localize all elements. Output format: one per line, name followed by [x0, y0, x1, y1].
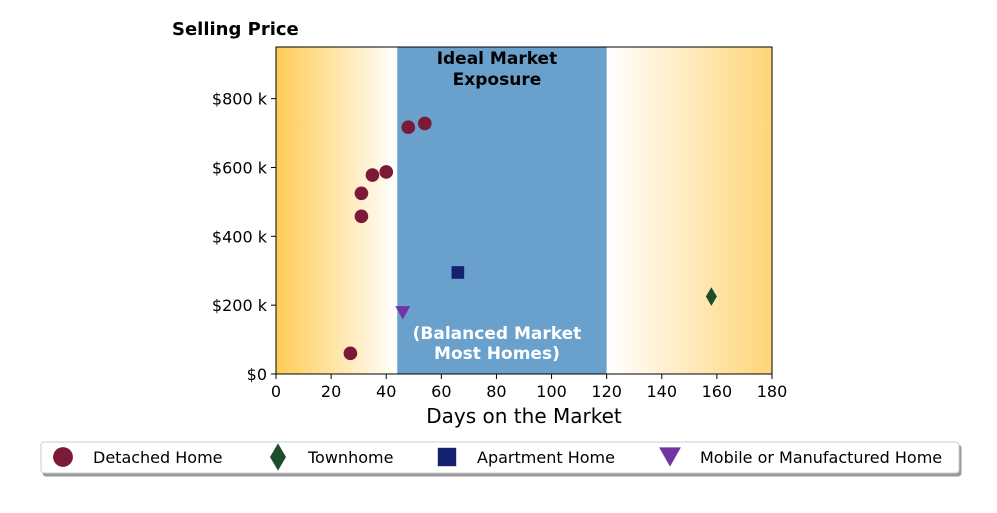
legend-marker-mobile-or-manufactured-home [659, 447, 681, 467]
y-tick-label: $0 [247, 365, 267, 384]
data-points [343, 116, 717, 361]
legend-item-detached-home: Detached Home [53, 447, 223, 467]
x-tick-label: 180 [757, 382, 788, 401]
x-tick-label: 40 [376, 382, 396, 401]
band-label-top-line1: Ideal Market [437, 49, 558, 69]
legend: Detached Home Townhome Apartment Home Mobil… [40, 441, 960, 474]
legend-label: Detached Home [93, 448, 223, 467]
band-label-bottom-line1: (Balanced Market [413, 324, 582, 344]
legend-marker-apartment-home [437, 447, 457, 467]
point-detached-home [401, 120, 416, 135]
point-detached-home [343, 346, 358, 361]
x-axis: 0 20 40 60 80 100 120 140 160 180 [271, 374, 787, 401]
legend-label: Apartment Home [477, 448, 615, 467]
legend-item-apartment-home: Apartment Home [437, 447, 615, 467]
x-tick-label: 60 [431, 382, 451, 401]
x-tick-label: 160 [702, 382, 733, 401]
point-detached-home [379, 165, 394, 179]
x-tick-label: 20 [321, 382, 341, 401]
plot-frame [275, 46, 773, 375]
legend-item-townhome: Townhome [270, 443, 393, 471]
y-tick-label: $200 k [212, 296, 268, 315]
plot-area: Ideal Market Exposure (Balanced Market M… [275, 46, 773, 375]
point-detached-home [354, 186, 369, 201]
chart-title: Selling Price [172, 19, 299, 40]
band-label-bottom-line2: Most Homes) [434, 344, 560, 364]
y-tick-label: $800 k [212, 90, 268, 109]
legend-marker-detached-home [53, 447, 73, 467]
legend-marker-townhome [270, 443, 286, 471]
x-tick-label: 140 [647, 382, 678, 401]
x-axis-title: Days on the Market [426, 404, 622, 428]
band-label-top-line2: Exposure [453, 70, 542, 90]
legend-label: Mobile or Manufactured Home [700, 448, 942, 467]
legend-box [40, 441, 960, 474]
point-detached-home [354, 209, 369, 224]
y-axis: $0 $200 k $400 k $600 k $800 k [212, 90, 276, 384]
y-tick-label: $400 k [212, 227, 268, 246]
legend-label: Townhome [307, 448, 393, 467]
x-tick-label: 80 [486, 382, 506, 401]
x-tick-label: 120 [591, 382, 622, 401]
y-tick-label: $600 k [212, 158, 268, 177]
point-townhome [705, 287, 717, 306]
point-apartment-home [451, 266, 465, 279]
point-detached-home [417, 116, 432, 131]
ideal-market-band [397, 47, 607, 374]
point-mobile-or-manufactured-home [395, 306, 411, 320]
x-tick-label: 0 [271, 382, 281, 401]
legend-item-mobile-or-manufactured-home: Mobile or Manufactured Home [659, 447, 942, 467]
point-detached-home [365, 168, 380, 182]
x-tick-label: 100 [536, 382, 567, 401]
